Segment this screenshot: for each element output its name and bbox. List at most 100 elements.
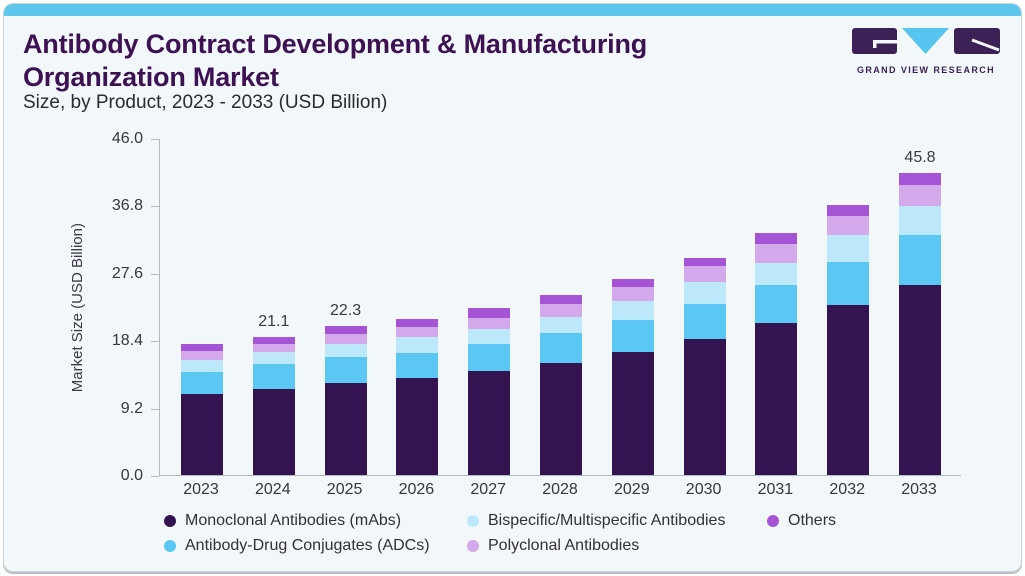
legend-item-monoclonal-antibodies-mabs: Monoclonal Antibodies (mAbs) <box>164 512 467 530</box>
bar-segment-2025-bispecific-multispecific-antibodies[interactable] <box>324 343 367 358</box>
bar-segment-2029-others[interactable] <box>611 278 654 287</box>
legend-item-others: Others <box>767 512 1005 530</box>
bar-segment-2024-antibody-drug-conjugates-adcs[interactable] <box>252 363 295 389</box>
bar-2029[interactable] <box>611 278 654 475</box>
bar-segment-2031-others[interactable] <box>755 233 798 244</box>
x-tick-2023: 2023 <box>183 481 219 498</box>
bar-2023[interactable] <box>181 343 223 475</box>
legend-label-monoclonal-antibodies-mabs: Monoclonal Antibodies (mAbs) <box>185 512 402 529</box>
bar-segment-2026-polyclonal-antibodies[interactable] <box>396 327 439 338</box>
bar-segment-2031-monoclonal-antibodies-mabs[interactable] <box>755 323 798 475</box>
legend-dot-bispecific-multispecific-antibodies <box>467 515 479 527</box>
grand-view-research-logo: GRAND VIEW RESEARCH <box>852 28 1000 75</box>
data-label-2024: 21.1 <box>258 312 290 330</box>
bar-segment-2025-antibody-drug-conjugates-adcs[interactable] <box>324 357 367 384</box>
bar-segment-2031-bispecific-multispecific-antibodies[interactable] <box>755 262 798 285</box>
y-tick-9.2: 9.2 <box>120 399 143 417</box>
bar-segment-2029-polyclonal-antibodies[interactable] <box>611 286 654 301</box>
bar-segment-2032-antibody-drug-conjugates-adcs[interactable] <box>827 261 870 306</box>
bar-segment-2033-bispecific-multispecific-antibodies[interactable] <box>899 206 941 236</box>
bar-segment-2025-monoclonal-antibodies-mabs[interactable] <box>324 383 367 475</box>
accent-strip <box>4 4 1021 16</box>
bar-segment-2032-monoclonal-antibodies-mabs[interactable] <box>827 305 870 475</box>
bar-segment-2025-polyclonal-antibodies[interactable] <box>324 333 367 344</box>
x-axis-labels: 2023 2024 2025 2026 2027 2028 2029 2030 2031 2032… <box>159 481 961 503</box>
bar-2031[interactable] <box>755 233 798 475</box>
y-tick-46.0: 46.0 <box>111 130 143 147</box>
data-label-2025: 22.3 <box>330 302 362 320</box>
bar-segment-2025-others[interactable] <box>324 326 367 334</box>
legend-label-others: Others <box>788 512 837 529</box>
x-tick-2026: 2026 <box>398 481 435 498</box>
x-tick-2028: 2028 <box>542 481 578 498</box>
data-label-2033: 45.8 <box>904 149 936 167</box>
bar-segment-2032-polyclonal-antibodies[interactable] <box>827 215 870 236</box>
bar-segment-2026-monoclonal-antibodies-mabs[interactable] <box>396 377 439 475</box>
bar-segment-2029-monoclonal-antibodies-mabs[interactable] <box>611 351 654 475</box>
logo-wordmark: GRAND VIEW RESEARCH <box>856 65 996 75</box>
page-title: Antibody Contract Development & Manufact… <box>23 29 648 92</box>
bar-segment-2031-antibody-drug-conjugates-adcs[interactable] <box>755 284 798 324</box>
bar-2026[interactable] <box>396 319 439 475</box>
x-tick-2025: 2025 <box>326 481 363 498</box>
bar-segment-2031-polyclonal-antibodies[interactable] <box>755 243 798 263</box>
bar-segment-2030-others[interactable] <box>683 258 726 267</box>
legend-dot-monoclonal-antibodies-mabs <box>164 515 176 527</box>
bar-segment-2030-bispecific-multispecific-antibodies[interactable] <box>683 282 726 304</box>
bar-segment-2029-bispecific-multispecific-antibodies[interactable] <box>611 300 654 320</box>
bar-segment-2024-polyclonal-antibodies[interactable] <box>252 343 295 352</box>
bar-segment-2030-monoclonal-antibodies-mabs[interactable] <box>683 338 726 475</box>
bar-2025[interactable] <box>324 326 367 475</box>
x-tick-2024: 2024 <box>255 481 291 498</box>
bar-segment-2028-others[interactable] <box>540 294 582 304</box>
bar-segment-2027-monoclonal-antibodies-mabs[interactable] <box>468 370 511 475</box>
bar-segment-2033-polyclonal-antibodies[interactable] <box>899 184 941 207</box>
y-tick-18.4: 18.4 <box>111 332 143 350</box>
bar-segment-2026-bispecific-multispecific-antibodies[interactable] <box>396 337 439 353</box>
bar-segment-2026-others[interactable] <box>396 319 439 328</box>
bar-segment-2027-antibody-drug-conjugates-adcs[interactable] <box>468 343 511 371</box>
bar-segment-2028-bispecific-multispecific-antibodies[interactable] <box>540 316 582 333</box>
bar-segment-2023-bispecific-multispecific-antibodies[interactable] <box>181 360 223 372</box>
x-tick-2029: 2029 <box>614 481 650 498</box>
bar-segment-2028-polyclonal-antibodies[interactable] <box>540 303 582 317</box>
bar-segment-2030-polyclonal-antibodies[interactable] <box>683 266 726 283</box>
bar-segment-2028-antibody-drug-conjugates-adcs[interactable] <box>540 332 582 363</box>
bar-segment-2033-monoclonal-antibodies-mabs[interactable] <box>899 284 941 475</box>
bar-segment-2024-monoclonal-antibodies-mabs[interactable] <box>252 388 295 475</box>
bar-2027[interactable] <box>468 308 511 475</box>
bar-segment-2023-others[interactable] <box>181 343 223 352</box>
bar-2024[interactable] <box>252 336 295 475</box>
bar-segment-2027-polyclonal-antibodies[interactable] <box>468 318 511 329</box>
bar-segment-2033-antibody-drug-conjugates-adcs[interactable] <box>899 235 941 285</box>
x-tick-2031: 2031 <box>757 481 794 498</box>
bar-segment-2027-others[interactable] <box>468 308 511 319</box>
legend-dot-antibody-drug-conjugates-adcs <box>164 540 176 552</box>
y-tick-36.8: 36.8 <box>111 197 143 215</box>
bar-2028[interactable] <box>540 294 582 475</box>
bar-segment-2032-bispecific-multispecific-antibodies[interactable] <box>827 235 870 262</box>
y-tick-mark-36.8 <box>151 206 159 208</box>
bar-segment-2023-polyclonal-antibodies[interactable] <box>181 351 223 360</box>
bar-segment-2024-bispecific-multispecific-antibodies[interactable] <box>252 351 295 364</box>
y-tick-mark-0.0 <box>151 476 159 477</box>
bar-segment-2028-monoclonal-antibodies-mabs[interactable] <box>540 362 582 475</box>
bar-segment-2024-others[interactable] <box>252 336 295 344</box>
bar-2033[interactable] <box>899 173 941 475</box>
x-tick-2033: 2033 <box>901 481 937 498</box>
legend-item-antibody-drug-conjugates-adcs: Antibody-Drug Conjugates (ADCs) <box>164 537 467 555</box>
bar-segment-2032-others[interactable] <box>827 204 870 216</box>
bar-2030[interactable] <box>683 258 726 475</box>
bar-segment-2023-monoclonal-antibodies-mabs[interactable] <box>181 393 223 475</box>
bar-segment-2033-others[interactable] <box>899 173 941 185</box>
bar-segment-2023-antibody-drug-conjugates-adcs[interactable] <box>181 371 223 394</box>
bar-segment-2030-antibody-drug-conjugates-adcs[interactable] <box>683 303 726 339</box>
bar-segment-2027-bispecific-multispecific-antibodies[interactable] <box>468 328 511 344</box>
bar-2032[interactable] <box>827 204 870 475</box>
x-tick-2032: 2032 <box>829 481 865 498</box>
bar-segment-2029-antibody-drug-conjugates-adcs[interactable] <box>611 319 654 352</box>
bar-segment-2026-antibody-drug-conjugates-adcs[interactable] <box>396 352 439 378</box>
gvr-logo-icon <box>852 28 1000 54</box>
y-tick-mark-27.6 <box>151 273 159 275</box>
legend-item-bispecific-multispecific-antibodies: Bispecific/Multispecific Antibodies <box>467 512 767 530</box>
